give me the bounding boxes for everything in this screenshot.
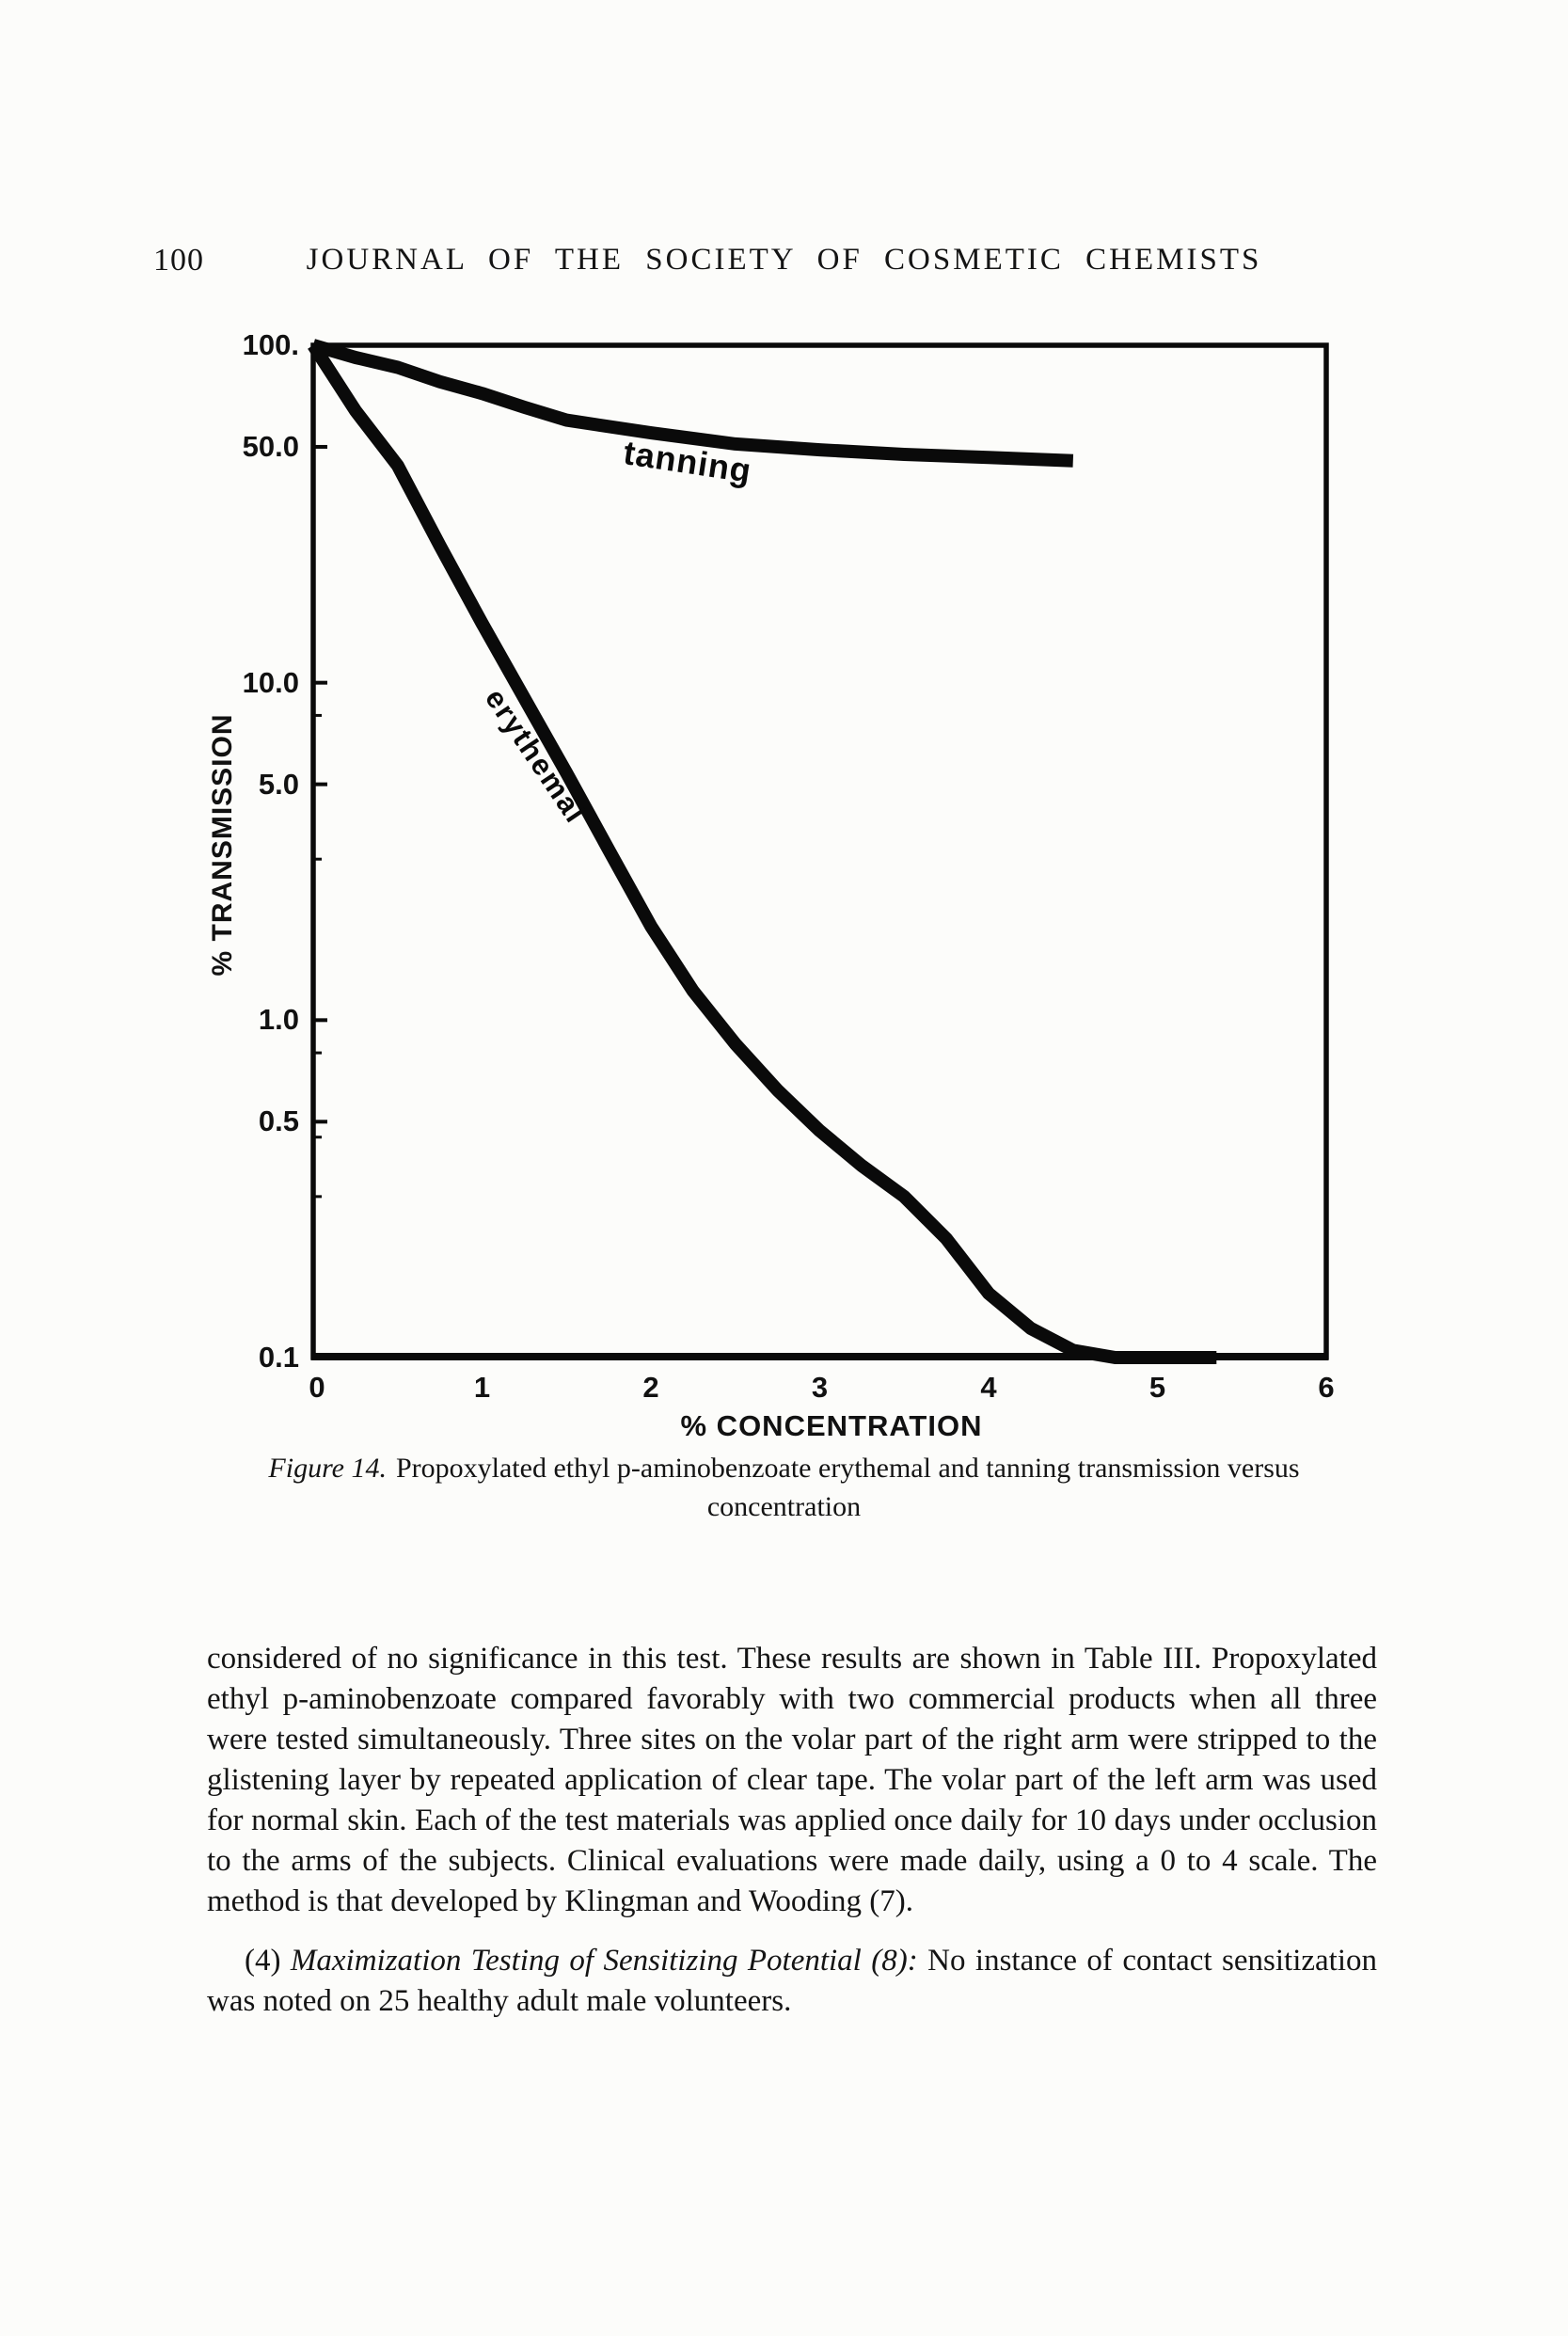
x-tick-label: 5 [1148, 1371, 1166, 1404]
x-axis-title: % CONCENTRATION [680, 1409, 983, 1442]
figure-caption-line2: concentration [706, 1491, 862, 1522]
erythemal-curve [308, 342, 1217, 1364]
page-number: 100 [153, 243, 204, 278]
y-tick-label: 0.1 [258, 1341, 299, 1374]
y-tick-label: 50.0 [242, 429, 299, 463]
x-tick-label: 2 [642, 1371, 659, 1404]
erythemal-curve-label: erythemal [478, 682, 593, 830]
x-tick-label: 3 [811, 1371, 829, 1404]
body-paragraph-2: (4) Maximization Testing of Sensitizing … [207, 1941, 1377, 2022]
y-tick-label: 0.5 [258, 1104, 299, 1138]
paragraph2-number: (4) [245, 1944, 291, 1978]
paragraph2-rest: No instance of contact sensitization was… [207, 1944, 1377, 2018]
figure-caption: Figure 14. Propoxylated ethyl p-aminobenz… [160, 1449, 1408, 1526]
paragraph2-italic-title: Maximization Testing of Sensitizing Pote… [290, 1944, 918, 1978]
y-axis-title: % TRANSMISSION [207, 713, 238, 977]
x-tick-label: 1 [473, 1371, 491, 1404]
x-tick-label: 4 [980, 1371, 997, 1404]
tanning-curve-label: tanning [621, 433, 754, 490]
figure-caption-text: Propoxylated ethyl p-aminobenzoate eryth… [395, 1453, 1300, 1484]
x-tick-label: 0 [309, 1371, 325, 1404]
y-tick-label: 100. [242, 328, 299, 361]
y-tick-label: 10.0 [242, 665, 299, 699]
y-tick-label: 1.0 [258, 1003, 299, 1037]
figure-caption-label: Figure 14. [268, 1453, 387, 1484]
y-tick-label: 5.0 [258, 767, 299, 801]
x-tick-label: 6 [1318, 1371, 1335, 1404]
body-text-block: considered of no significance in this te… [207, 1639, 1377, 2022]
journal-header: JOURNAL OF THE SOCIETY OF COSMETIC CHEMI… [306, 243, 1262, 277]
body-paragraph-1: considered of no significance in this te… [207, 1642, 1377, 1918]
chart-frame [310, 342, 1329, 1360]
